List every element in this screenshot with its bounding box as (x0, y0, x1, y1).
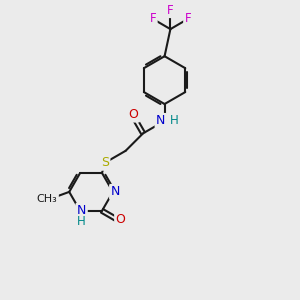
Text: CH₃: CH₃ (37, 194, 58, 204)
Text: F: F (184, 12, 191, 26)
Text: F: F (150, 12, 156, 26)
Text: H: H (77, 215, 86, 228)
Text: N: N (111, 185, 120, 198)
Text: F: F (167, 4, 174, 17)
Text: N: N (156, 114, 166, 128)
Text: N: N (77, 204, 86, 217)
Text: O: O (129, 108, 139, 121)
Text: S: S (101, 156, 109, 169)
Text: H: H (169, 114, 178, 128)
Text: O: O (116, 213, 125, 226)
